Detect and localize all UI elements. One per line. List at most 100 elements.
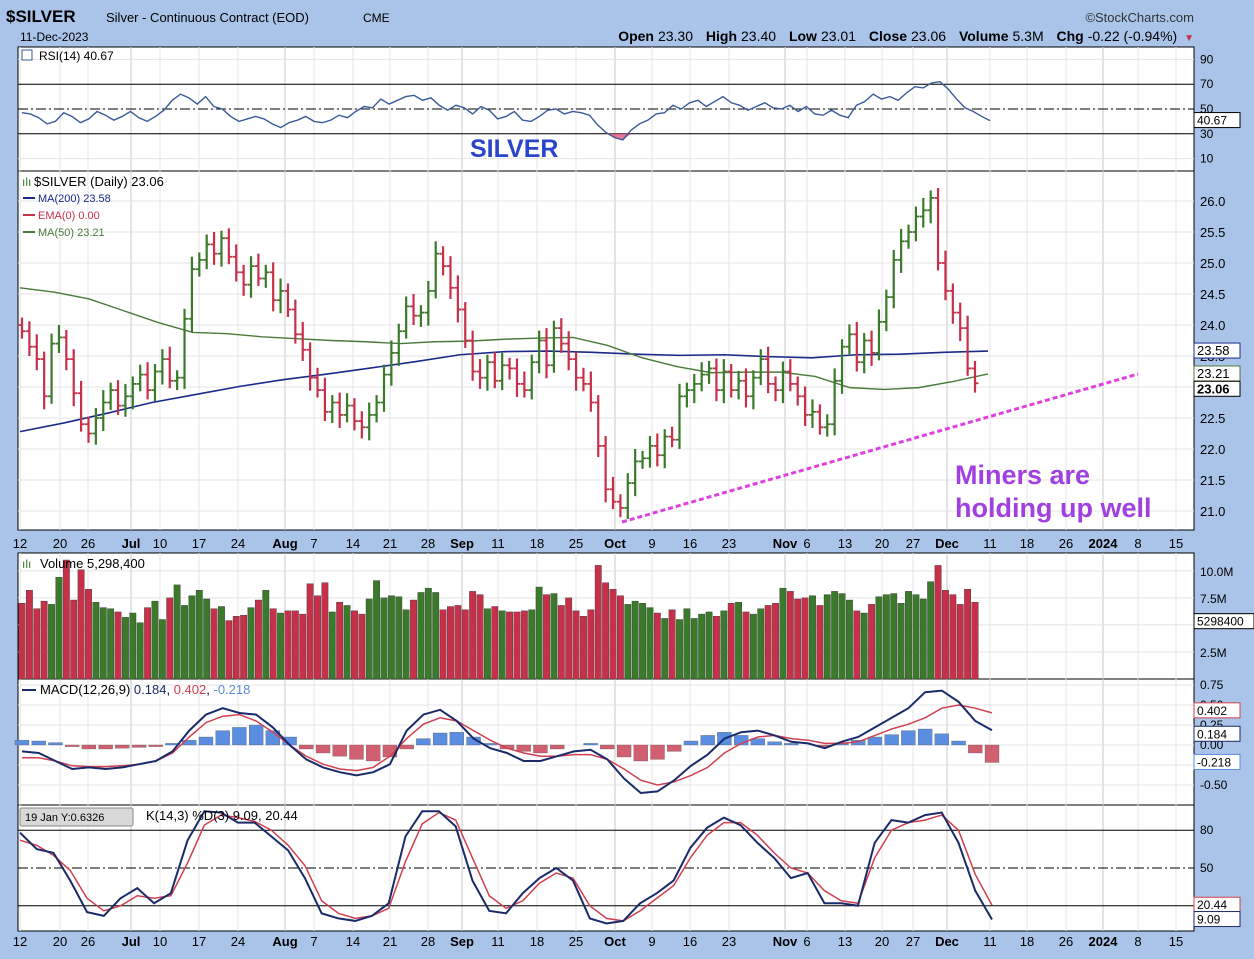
macd-histogram-bar [332,744,347,757]
volume-bar [831,591,839,680]
brand-label[interactable]: ©StockCharts.com [1085,10,1194,25]
rsi-y-tick: 30 [1200,127,1214,141]
volume-bar [809,595,816,680]
instrument-name: Silver - Continuous Contract (EOD) [106,10,309,25]
x-tick-label: 23 [722,934,736,949]
macd-histogram-bar [884,734,899,746]
rsi-y-tick: 90 [1200,52,1214,66]
macd-histogram-bar [48,742,63,746]
price-value-tag [1193,380,1241,397]
volume-bar [62,559,70,680]
volume-bar [166,597,174,680]
rsi-line [21,80,991,141]
volume-bar [602,582,610,680]
volume-bar [868,604,875,680]
symbol-label: $SILVER [6,7,76,26]
volume-value: 5.3M [1012,28,1043,44]
x-tick-label: 6 [803,536,810,551]
macd-line [21,689,993,795]
volume-bar [631,600,639,680]
silver-annotation: SILVER [470,135,558,163]
macd-histogram-bar [583,743,598,746]
volume-y-tick: 2.5M [1200,646,1227,660]
volume-bar [269,608,277,680]
macd-histogram-bar [767,741,782,746]
volume-bar [927,581,935,680]
macd-histogram-bar [248,724,264,746]
x-tick-label: Aug [272,934,297,949]
volume-bar [299,613,307,680]
crosshair-tooltip [19,807,134,827]
close-value: 23.06 [911,28,946,44]
volume-bar [351,610,358,680]
x-tick-label: 2024 [1089,934,1119,949]
trendline [621,372,1139,524]
x-tick-label: 20 [53,536,67,551]
low-label: Low [789,28,817,44]
volume-bar [432,592,440,680]
macd-histogram-bar [650,744,665,760]
volume-bar [698,613,706,680]
x-tick-label: Dec [935,934,959,949]
macd-value-tag [1193,702,1241,719]
volume-value-tag [1193,613,1254,630]
volume-bar [735,601,742,680]
price-value-label: 23.21 [1197,366,1230,381]
chg-label: Chg [1057,28,1084,44]
volume-bar [757,608,765,680]
price-bars [18,187,979,520]
panel-titles: RSI(14) 40.67 ılı $SILVER (Daily) 23.06 … [19,49,298,827]
low-value: 23.01 [821,28,856,44]
stochastic-series [19,810,993,925]
macd-histogram-bar [14,740,30,746]
x-tick-label: 9 [648,536,655,551]
volume-bar [668,609,676,680]
macd-panel [17,678,1195,806]
volume-bar [653,612,661,680]
price-title: $SILVER (Daily) 23.06 [34,174,164,189]
volume-bar [550,593,558,680]
price-y-tick: 22.0 [1200,442,1225,457]
x-tick-label: 10 [153,934,167,949]
rsi-y-tick: 10 [1200,152,1214,166]
volume-bar [520,610,528,680]
volume-bar [122,617,129,680]
volume-bar [543,594,550,680]
volume-bar [713,616,720,680]
volume-bar [55,577,63,680]
x-tick-label: 14 [346,536,360,551]
x-tick-label: 12 [13,934,27,949]
macd-histogram-bar [182,740,197,746]
volume-bar [794,598,802,680]
volume-bar [85,589,92,680]
macd-histogram-bar [750,738,766,746]
x-axis-top: 12 20 26 Jul 10 17 24 Aug 7 14 21 28 Sep 11 18 25 Oct 9 16… [13,536,1183,551]
volume-bar [727,603,735,680]
x-tick-label: Dec [935,536,959,551]
rsi-legend-swatch [21,49,33,61]
macd-histogram-bar [901,730,916,746]
x-tick-label: Jul [122,536,141,551]
x-tick-label: Nov [773,536,798,551]
x-tick-label: 15 [1169,934,1183,949]
volume-bar [158,619,166,680]
x-tick-label: 25 [569,934,583,949]
macd-title: MACD(12,26,9) 0.184, 0.402, -0.218 [40,682,250,697]
volume-bar [942,590,949,680]
volume-bar [447,606,454,680]
stochastic-value-label: 9.09 [1197,913,1221,927]
x-tick-label: 16 [683,536,697,551]
macd-histogram-bar [867,736,883,746]
volume-bar [491,606,499,680]
stochastic-value-tag [1193,911,1241,928]
volume-bar [188,595,196,680]
macd-y-tick: 0.75 [1200,678,1224,692]
macd-histogram-bar [633,744,648,762]
volume-bars [18,559,979,680]
volume-bar [587,609,595,680]
volume-bar [912,594,920,680]
x-tick-label: 11 [491,536,505,551]
volume-bar [151,600,159,680]
x-tick-label: 20 [875,934,889,949]
x-tick-label: 28 [421,934,435,949]
